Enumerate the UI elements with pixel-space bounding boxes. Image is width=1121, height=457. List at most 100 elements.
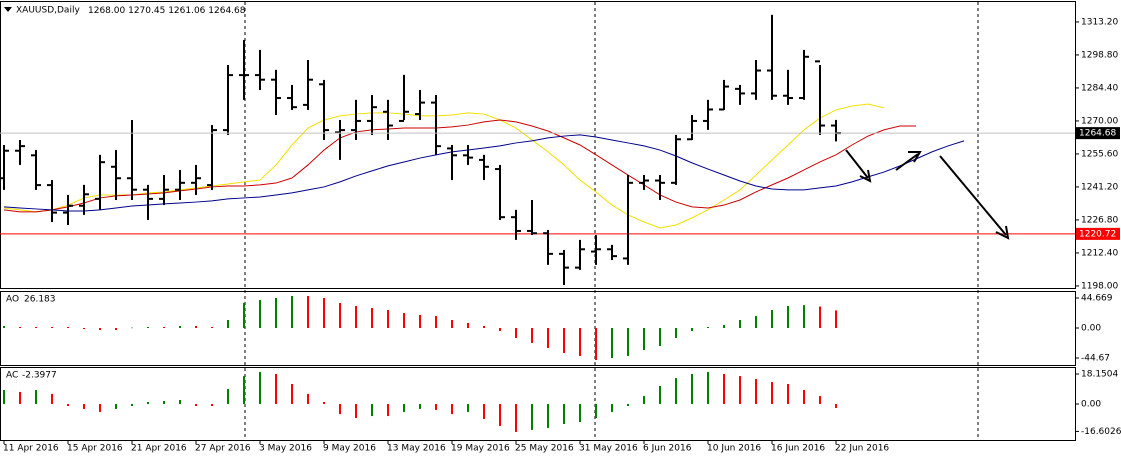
annotation-arrows (845, 149, 1010, 240)
histogram-bar (467, 323, 469, 328)
histogram-bar (691, 327, 693, 332)
y-tick-label: 1226.80 (1081, 215, 1118, 225)
histogram-bar (19, 326, 21, 328)
x-tick-label: 22 Jun 2016 (835, 444, 889, 454)
histogram-bar (691, 373, 693, 404)
x-tick-label: 10 Jun 2016 (707, 444, 761, 454)
histogram-bar (451, 404, 453, 415)
histogram-bar (643, 327, 645, 351)
histogram-bar (643, 396, 645, 404)
histogram-bar (531, 327, 533, 343)
histogram-bar (499, 404, 501, 426)
histogram-bar (723, 324, 725, 328)
y-tick-label: 1313.20 (1081, 17, 1118, 27)
histogram-bar (499, 327, 501, 332)
histogram-bar (787, 384, 789, 404)
y-tick-label: 1255.60 (1081, 149, 1118, 159)
histogram-bar (771, 382, 773, 404)
y-tick-label: 1284.40 (1081, 83, 1118, 93)
histogram-bar (435, 404, 437, 410)
arrow (845, 149, 869, 179)
histogram-bar (147, 402, 149, 404)
menu-triangle (4, 7, 12, 12)
current-price-label: 1264.68 (1079, 129, 1116, 139)
histogram-bar (755, 315, 757, 328)
histogram-bar (291, 295, 293, 328)
histogram-bar (323, 297, 325, 328)
x-tick-label: 31 May 2016 (579, 444, 638, 454)
level-label: 1220.72 (1079, 229, 1116, 239)
ohlc-value: 1261.06 (168, 6, 205, 16)
histogram-bar (387, 309, 389, 328)
histogram-bar (387, 404, 389, 417)
histogram-bar (787, 305, 789, 328)
histogram-bar (627, 404, 629, 406)
ohlc-value: 1264.68 (208, 6, 245, 16)
x-tick-label: 13 May 2016 (387, 444, 446, 454)
histogram-bar (243, 303, 245, 328)
histogram-bar (403, 404, 405, 412)
histogram-bar (419, 314, 421, 328)
histogram-bar (371, 404, 373, 417)
histogram-bar (227, 320, 229, 328)
histogram-bar (339, 404, 341, 415)
y-tick-label: 1198.00 (1081, 281, 1118, 291)
histogram-bar (131, 404, 133, 406)
histogram-bar (35, 389, 37, 404)
histogram-bar (355, 305, 357, 328)
histogram-bar (819, 306, 821, 328)
x-tick-label: 16 Jun 2016 (771, 444, 825, 454)
histogram-bar (611, 327, 613, 359)
histogram-bar (803, 389, 805, 404)
histogram-bar (803, 305, 805, 328)
y-tick-label: 1270.00 (1081, 116, 1118, 126)
histogram-bar (595, 327, 597, 361)
histogram-bar (3, 325, 5, 328)
x-tick-label: 9 May 2016 (323, 444, 376, 454)
moving-average-line (3, 119, 916, 213)
x-tick-label: 19 May 2016 (451, 444, 510, 454)
histogram-bar (163, 401, 165, 404)
histogram-bar (115, 327, 117, 331)
histogram-bar (563, 404, 565, 424)
histogram-bar (275, 373, 277, 404)
ohlc-value: 1268.00 (88, 6, 125, 16)
histogram-bar (755, 379, 757, 404)
histogram-bar (339, 303, 341, 328)
histogram-bar (355, 404, 357, 419)
ac-current-value: -2.3977 (22, 371, 57, 381)
y-tick-label: 1212.40 (1081, 248, 1118, 258)
chart-title: XAUUSD,Daily (16, 6, 80, 16)
histogram-bar (579, 327, 581, 357)
x-tick-label: 27 Apr 2016 (195, 444, 251, 454)
histogram-bar (707, 371, 709, 404)
histogram-bar (675, 327, 677, 339)
current-price-box (1076, 127, 1120, 140)
histogram-bar (835, 310, 837, 328)
histogram-bar (51, 326, 53, 328)
histogram-bar (147, 326, 149, 328)
histogram-bar (675, 378, 677, 404)
y-tick-label: -44.67 (1081, 353, 1110, 363)
histogram-bar (83, 404, 85, 409)
histogram-bar (515, 327, 517, 339)
histogram-bar (739, 320, 741, 328)
histogram-bar (67, 404, 69, 406)
x-tick-label: 25 May 2016 (515, 444, 574, 454)
histogram-bar (659, 327, 661, 346)
y-tick-label: -16.6026 (1081, 427, 1121, 437)
x-tick-label: 6 Jun 2016 (643, 444, 692, 454)
histogram-bar (195, 325, 197, 328)
histogram-bar (259, 371, 261, 404)
arrow-head (995, 225, 1010, 240)
arrow (895, 153, 919, 171)
histogram-bar (563, 327, 565, 353)
x-tick-label: 3 May 2016 (259, 444, 312, 454)
level-label-box (1076, 227, 1120, 240)
histogram-bar (307, 295, 309, 328)
histogram-bar (163, 326, 165, 328)
marks: 1313.20 1298.80 1284.40 1270.00 1255.60 1241.… (0, 14, 1121, 454)
histogram-bar (259, 299, 261, 328)
y-tick-label: 0.00 (1081, 323, 1101, 333)
